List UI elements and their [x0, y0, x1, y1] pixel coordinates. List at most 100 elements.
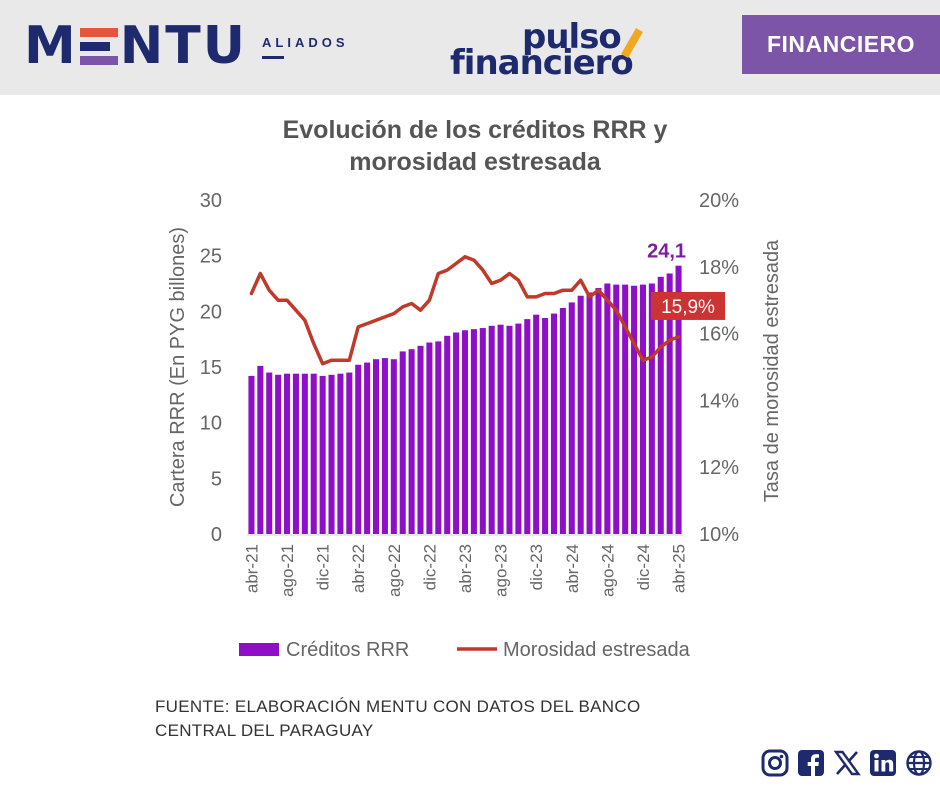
bar-credito-rrr	[604, 283, 611, 534]
bar-credito-rrr	[533, 314, 540, 534]
bar-credito-rrr	[595, 287, 602, 534]
legend-bar-label: Créditos RRR	[286, 639, 409, 661]
bar-credito-rrr	[292, 373, 299, 534]
last-line-label: 15,9%	[661, 297, 715, 318]
category-badge: FINANCIERO	[742, 15, 940, 74]
source-note: FUENTE: ELABORACIÓN MENTU CON DATOS DEL …	[155, 695, 755, 743]
x-tick-label: abr-25	[670, 544, 689, 593]
x-tick-label: dic-24	[634, 544, 653, 590]
bar-credito-rrr	[399, 351, 406, 534]
x-icon[interactable]	[832, 748, 862, 778]
x-tick-label: abr-24	[563, 544, 582, 593]
y-right-tick-label: 18%	[699, 257, 739, 279]
bar-credito-rrr	[622, 284, 629, 534]
chart-title-line1: Evolución de los créditos RRR y	[282, 116, 668, 144]
mentu-aliados-label: ALIADOS	[262, 35, 349, 50]
line-morosidad	[249, 255, 681, 366]
mentu-logo-bar	[262, 56, 284, 59]
chart-title: Evolución de los créditos RRR y morosida…	[175, 114, 775, 178]
bar-credito-rrr	[497, 324, 504, 534]
bar-credito-rrr	[586, 292, 593, 534]
pulso-logo-bottom: financiero	[450, 43, 634, 83]
bar-credito-rrr	[257, 365, 264, 534]
last-line-label-box	[651, 291, 725, 320]
bar-credito-rrr	[355, 364, 362, 534]
y-right-tick-label: 16%	[699, 324, 739, 346]
y-right-tick-label: 12%	[699, 457, 739, 479]
x-tick-label: ago-21	[278, 544, 297, 597]
bar-credito-rrr	[248, 375, 255, 534]
x-tick-label: dic-21	[314, 544, 333, 590]
bar-credito-rrr	[328, 374, 335, 534]
y-left-tick-label: 10	[200, 413, 222, 435]
pulso-logo-top: pulso	[522, 17, 622, 57]
pulso-financiero-logo: pulso financiero	[450, 14, 660, 84]
y-left-axis-title: Cartera RRR (En PYG billones)	[167, 227, 189, 507]
bar-credito-rrr	[613, 284, 620, 534]
header-banner: M NTU ALIADOS pulso financiero FINANCIERO	[0, 0, 940, 95]
x-tick-label: abr-22	[349, 544, 368, 593]
bar-credito-rrr	[657, 276, 664, 534]
x-tick-label: dic-23	[527, 544, 546, 590]
x-tick-label: abr-21	[242, 544, 261, 593]
bar-credito-rrr	[346, 372, 353, 534]
bar-credito-rrr	[648, 283, 655, 534]
y-left-tick-label: 15	[200, 357, 222, 379]
bar-credito-rrr	[550, 313, 558, 534]
x-tick-label: ago-24	[598, 544, 617, 597]
y-right-tick-label: 10%	[699, 524, 739, 546]
bar-credito-rrr	[631, 285, 638, 534]
source-line1: FUENTE: ELABORACIÓN MENTU CON DATOS DEL …	[155, 697, 641, 716]
y-right-tick-label: 14%	[699, 390, 739, 412]
globe-icon[interactable]	[904, 748, 934, 778]
bar-credito-rrr	[390, 359, 397, 534]
combo-chart: 0 5 10 15 20 25 30 10% 12% 14% 16% 18% 20% Cartera RR…	[167, 190, 783, 661]
bar-credito-rrr	[266, 372, 273, 534]
mentu-logo-e-mark	[79, 24, 118, 66]
social-links	[760, 748, 934, 778]
bar-credito-rrr	[417, 345, 424, 534]
bar-credito-rrr	[310, 373, 317, 534]
source-line2: CENTRAL DEL PARAGUAY	[155, 721, 374, 740]
y-left-tick-label: 25	[200, 246, 222, 268]
facebook-icon[interactable]	[796, 748, 826, 778]
bar-credito-rrr	[453, 332, 460, 534]
bar-credito-rrr	[426, 342, 433, 534]
legend-line-label: Morosidad estresada	[503, 639, 691, 661]
bar-credito-rrr	[319, 375, 326, 534]
y-right-tick-label: 20%	[699, 190, 739, 212]
bar-credito-rrr	[372, 359, 380, 534]
instagram-icon[interactable]	[760, 748, 790, 778]
y-right-axis-title: Tasa de morosidad estresada	[761, 239, 783, 502]
y-left-tick-label: 0	[211, 524, 222, 546]
x-tick-label: ago-23	[492, 544, 511, 597]
bar-credito-rrr	[301, 373, 308, 534]
bar-credito-rrr	[479, 328, 486, 534]
bar-credito-rrr	[408, 349, 415, 534]
y-left-tick-label: 20	[200, 301, 222, 323]
y-left-tick-label: 30	[200, 190, 222, 212]
x-tick-label: ago-22	[385, 544, 404, 597]
bar-credito-rrr	[675, 265, 682, 534]
bar-credito-rrr	[488, 325, 495, 534]
linkedin-icon[interactable]	[868, 748, 898, 778]
bar-credito-rrr	[364, 362, 371, 534]
bar-credito-rrr	[444, 335, 451, 534]
mentu-logo: M NTU	[24, 16, 247, 76]
last-bar-label: 24,1	[647, 241, 686, 263]
bar-credito-rrr	[337, 373, 344, 534]
bar-credito-rrr	[284, 373, 291, 534]
bar-credito-rrr	[524, 319, 531, 534]
bar-credito-rrr	[568, 302, 575, 534]
bar-credito-rrr	[381, 358, 388, 534]
bar-credito-rrr	[470, 329, 477, 534]
bar-credito-rrr	[559, 307, 566, 534]
x-tick-label: abr-23	[456, 544, 475, 593]
chart-title-line2: morosidad estresada	[349, 148, 601, 176]
bar-credito-rrr	[515, 323, 522, 534]
bar-credito-rrr	[577, 295, 584, 534]
x-tick-label: dic-22	[420, 544, 439, 590]
legend-bar-swatch	[239, 643, 279, 656]
bar-credito-rrr	[542, 318, 549, 534]
bar-credito-rrr	[275, 374, 282, 534]
